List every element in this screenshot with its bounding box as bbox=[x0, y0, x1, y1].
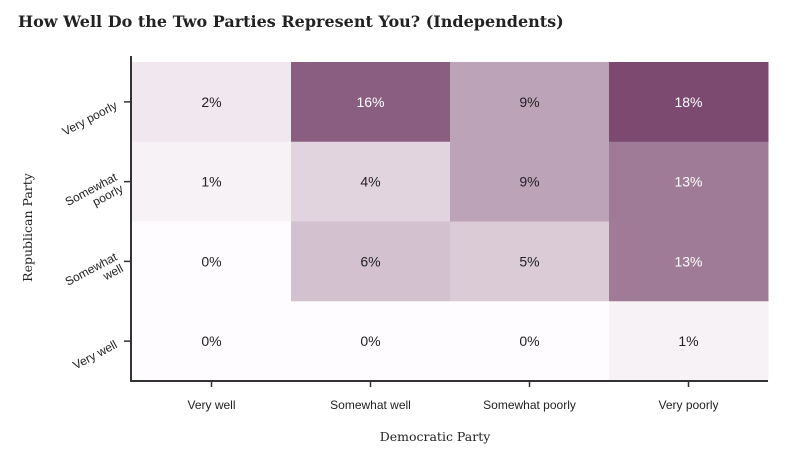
heatmap-cell bbox=[291, 62, 451, 143]
cell-value-label: 13% bbox=[674, 174, 702, 190]
y-tick-label: Somewhatwell bbox=[63, 249, 126, 300]
cell-value-label: 1% bbox=[201, 174, 221, 190]
cell-value-label: 0% bbox=[201, 253, 221, 269]
heatmap-cell bbox=[609, 141, 769, 222]
cell-value-label: 9% bbox=[519, 94, 539, 110]
heatmap-cell bbox=[609, 221, 769, 302]
heatmap-cell bbox=[609, 62, 769, 143]
heatmap-cell bbox=[450, 221, 610, 302]
cell-value-label: 5% bbox=[519, 253, 539, 269]
cell-value-label: 0% bbox=[519, 333, 539, 349]
heatmap-cell bbox=[609, 301, 769, 382]
x-tick-label: Somewhat well bbox=[330, 398, 411, 412]
cell-value-label: 13% bbox=[674, 253, 702, 269]
heatmap-cell bbox=[450, 141, 610, 222]
y-tick-label: Very poorly bbox=[60, 98, 120, 139]
heatmap-cell bbox=[132, 301, 292, 382]
y-axis-title: Republican Party bbox=[20, 172, 35, 282]
chart-title: How Well Do the Two Parties Represent Yo… bbox=[18, 12, 564, 31]
x-tick-label: Very well bbox=[187, 398, 235, 412]
heatmap-cell bbox=[291, 221, 451, 302]
cell-value-label: 4% bbox=[360, 174, 380, 190]
heatmap-cell bbox=[450, 62, 610, 143]
x-tick-label: Somewhat poorly bbox=[483, 398, 576, 412]
x-tick-label: Very poorly bbox=[658, 398, 718, 412]
cell-value-label: 9% bbox=[519, 174, 539, 190]
heatmap-cell bbox=[450, 301, 610, 382]
heatmap-cell bbox=[132, 62, 292, 143]
x-axis-title: Democratic Party bbox=[380, 429, 492, 444]
cell-value-label: 2% bbox=[201, 94, 221, 110]
heatmap-cell bbox=[132, 141, 292, 222]
cell-value-label: 16% bbox=[356, 94, 384, 110]
y-tick-label: Somewhatpoorly bbox=[63, 170, 126, 221]
heatmap-cell bbox=[291, 141, 451, 222]
cell-value-label: 0% bbox=[360, 333, 380, 349]
cell-value-label: 6% bbox=[360, 253, 380, 269]
heatmap-cell bbox=[132, 221, 292, 302]
y-tick-label: Very well bbox=[70, 337, 119, 372]
cell-value-label: 1% bbox=[678, 333, 698, 349]
heatmap-cell bbox=[291, 301, 451, 382]
cell-value-label: 18% bbox=[674, 94, 702, 110]
cell-value-label: 0% bbox=[201, 333, 221, 349]
